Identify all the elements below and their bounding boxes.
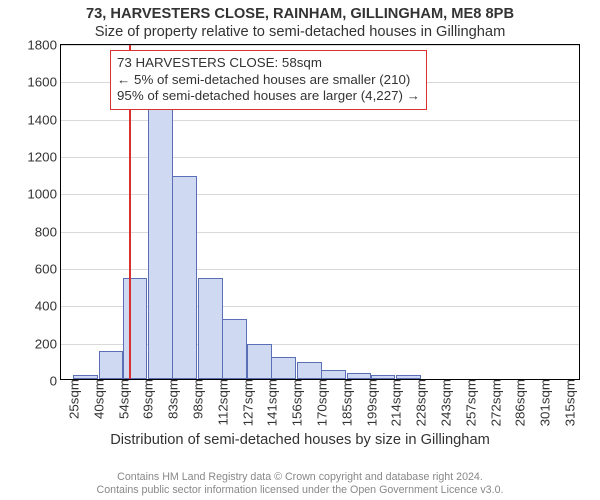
annotation-box: 73 HARVESTERS CLOSE: 58sqm ← 5% of semi-… bbox=[110, 50, 427, 110]
histogram-bar bbox=[148, 108, 173, 379]
y-tick-label: 400 bbox=[35, 299, 61, 314]
histogram-bar bbox=[172, 176, 197, 379]
y-tick-label: 1200 bbox=[27, 150, 61, 165]
chart-container: 73, HARVESTERS CLOSE, RAINHAM, GILLINGHA… bbox=[0, 0, 600, 500]
x-tick-label: 272sqm bbox=[488, 379, 503, 426]
histogram-bar bbox=[99, 351, 124, 379]
gridline bbox=[61, 232, 579, 233]
x-tick-label: 286sqm bbox=[513, 379, 528, 426]
x-tick-label: 83sqm bbox=[166, 379, 181, 419]
gridline bbox=[61, 157, 579, 158]
annotation-line-2: ← 5% of semi-detached houses are smaller… bbox=[117, 72, 420, 89]
histogram-bar bbox=[271, 357, 296, 379]
title-line-2: Size of property relative to semi-detach… bbox=[0, 24, 600, 40]
gridline bbox=[61, 269, 579, 270]
footer-line-2: Contains public sector information licen… bbox=[0, 484, 600, 496]
histogram-bar bbox=[321, 370, 346, 379]
x-tick-label: 301sqm bbox=[538, 379, 553, 426]
x-tick-label: 214sqm bbox=[389, 379, 404, 426]
histogram-bar bbox=[198, 278, 223, 379]
annotation-line-1: 73 HARVESTERS CLOSE: 58sqm bbox=[117, 55, 420, 72]
x-tick-label: 69sqm bbox=[141, 379, 156, 419]
x-tick-label: 315sqm bbox=[562, 379, 577, 426]
histogram-bar bbox=[123, 278, 148, 379]
histogram-bar bbox=[371, 375, 396, 379]
x-tick-label: 228sqm bbox=[414, 379, 429, 426]
gridline bbox=[61, 194, 579, 195]
histogram-bar bbox=[73, 375, 98, 379]
x-tick-label: 98sqm bbox=[190, 379, 205, 419]
y-tick-label: 0 bbox=[50, 374, 61, 389]
histogram-bar bbox=[396, 375, 421, 379]
x-tick-label: 127sqm bbox=[240, 379, 255, 426]
y-tick-label: 200 bbox=[35, 336, 61, 351]
histogram-bar bbox=[222, 319, 247, 379]
x-tick-label: 40sqm bbox=[91, 379, 106, 419]
y-tick-label: 1800 bbox=[27, 38, 61, 53]
y-tick-label: 600 bbox=[35, 262, 61, 277]
x-tick-label: 257sqm bbox=[463, 379, 478, 426]
title-line-1: 73, HARVESTERS CLOSE, RAINHAM, GILLINGHA… bbox=[0, 6, 600, 22]
x-tick-label: 243sqm bbox=[438, 379, 453, 426]
histogram-bar bbox=[247, 344, 272, 379]
y-tick-label: 1600 bbox=[27, 75, 61, 90]
x-tick-label: 156sqm bbox=[290, 379, 305, 426]
y-tick-label: 800 bbox=[35, 224, 61, 239]
gridline bbox=[61, 120, 579, 121]
histogram-bar bbox=[347, 373, 372, 379]
x-axis-label: Distribution of semi-detached houses by … bbox=[0, 432, 600, 448]
x-tick-label: 199sqm bbox=[364, 379, 379, 426]
footer-line-1: Contains HM Land Registry data © Crown c… bbox=[0, 471, 600, 483]
y-tick-label: 1000 bbox=[27, 187, 61, 202]
x-tick-label: 112sqm bbox=[215, 379, 230, 425]
histogram-bar bbox=[297, 362, 322, 379]
x-tick-label: 25sqm bbox=[66, 379, 81, 419]
x-tick-label: 54sqm bbox=[116, 379, 131, 419]
x-tick-label: 170sqm bbox=[314, 379, 329, 426]
footer: Contains HM Land Registry data © Crown c… bbox=[0, 471, 600, 496]
x-tick-label: 141sqm bbox=[265, 379, 280, 426]
annotation-line-3: 95% of semi-detached houses are larger (… bbox=[117, 88, 420, 105]
gridline bbox=[61, 45, 579, 46]
x-tick-label: 185sqm bbox=[339, 379, 354, 426]
y-tick-label: 1400 bbox=[27, 112, 61, 127]
